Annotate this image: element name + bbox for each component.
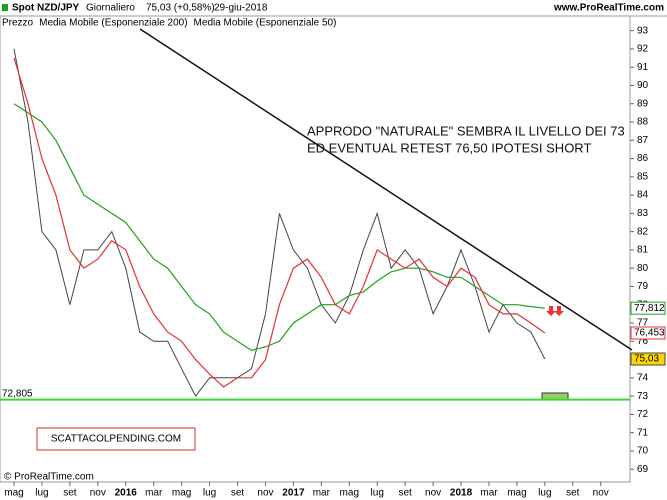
- x-tick-label: 2016: [115, 488, 138, 499]
- y-tick-label: 76: [637, 336, 649, 347]
- y-tick-label: 92: [637, 44, 649, 55]
- series-line: [13, 48, 546, 398]
- trendline: [139, 28, 633, 351]
- x-tick-label: lug: [203, 488, 216, 499]
- symbol-icon: [2, 4, 8, 11]
- x-tick-label: mag: [4, 488, 23, 499]
- y-tick-label: 90: [637, 80, 649, 91]
- y-tick-label: 71: [637, 427, 649, 438]
- annotation: ED EVENTUAL RETEST 76,50 IPOTESI SHORT: [307, 140, 591, 155]
- y-tick-label: 83: [637, 208, 649, 219]
- x-tick-label: nov: [593, 488, 609, 499]
- last-value-box: [630, 326, 666, 340]
- legend-entry: Media Mobile (Esponenziale 200): [39, 18, 187, 29]
- site: www.ProRealTime.com: [553, 3, 664, 14]
- date: 29-giu-2018: [214, 3, 268, 14]
- y-tick-label: 77: [637, 318, 649, 329]
- x-tick-label: lug: [35, 488, 48, 499]
- x-tick-label: 2018: [450, 488, 473, 499]
- x-tick-label: mag: [340, 488, 359, 499]
- watermark: SCATTACOLPENDING.COM: [51, 434, 181, 445]
- y-tick-label: 85: [637, 171, 649, 182]
- last-value-label: 76,453: [634, 328, 665, 339]
- y-tick-label: 93: [637, 25, 649, 36]
- y-tick-label: 88: [637, 117, 649, 128]
- watermark-box: [36, 427, 196, 451]
- series-line: [13, 57, 546, 388]
- x-tick-label: set: [566, 488, 580, 499]
- y-tick-label: 89: [637, 98, 649, 109]
- y-tick-label: 72: [637, 409, 649, 420]
- copyright: © ProRealTime.com: [4, 472, 94, 483]
- x-tick-label: set: [231, 488, 245, 499]
- x-tick-label: mag: [507, 488, 526, 499]
- y-tick-label: 69: [637, 464, 649, 475]
- y-tick-label: 73: [637, 391, 649, 402]
- symbol: Spot NZD/JPY: [12, 3, 80, 14]
- x-tick-label: set: [63, 488, 77, 499]
- y-tick-label: 80: [637, 263, 649, 274]
- y-tick-label: 79: [637, 281, 649, 292]
- x-tick-label: lug: [371, 488, 384, 499]
- last-value-label: 77,812: [634, 303, 665, 314]
- x-tick-label: mag: [172, 488, 191, 499]
- legend-entry: Prezzo: [2, 18, 34, 29]
- y-tick-label: 81: [637, 245, 649, 256]
- x-tick-label: mar: [313, 488, 331, 499]
- y-tick-label: 82: [637, 226, 649, 237]
- y-tick-label: 70: [637, 446, 649, 457]
- x-tick-label: set: [398, 488, 412, 499]
- series-line: [13, 103, 545, 352]
- x-tick-label: nov: [257, 488, 273, 499]
- y-tick-label: 87: [637, 135, 649, 146]
- annotation: APPRODO "NATURALE" SEMBRA IL LIVELLO DEI…: [307, 123, 625, 138]
- x-tick-label: mar: [145, 488, 163, 499]
- support-label: 72,805: [2, 388, 33, 399]
- x-tick-label: nov: [90, 488, 106, 499]
- sell-arrows: [546, 306, 564, 316]
- period: Giornaliero: [86, 3, 135, 14]
- legend: Prezzo Media Mobile (Esponenziale 200) Med…: [2, 18, 336, 29]
- x-tick-label: 2017: [282, 488, 305, 499]
- last-value-box: [630, 352, 666, 366]
- x-tick-label: lug: [538, 488, 551, 499]
- x-tick-label: nov: [425, 488, 441, 499]
- last-price: 75,03 (+0,58%): [146, 3, 215, 14]
- last-value-box: [630, 301, 666, 315]
- y-tick-label: 91: [637, 62, 649, 73]
- y-tick-label: 86: [637, 153, 649, 164]
- x-tick-label: mar: [480, 488, 498, 499]
- y-tick-label: 74: [637, 372, 649, 383]
- last-value-label: 75,03: [634, 354, 659, 365]
- y-tick-label: 84: [637, 190, 649, 201]
- legend-entry: Media Mobile (Esponenziale 50): [194, 18, 337, 29]
